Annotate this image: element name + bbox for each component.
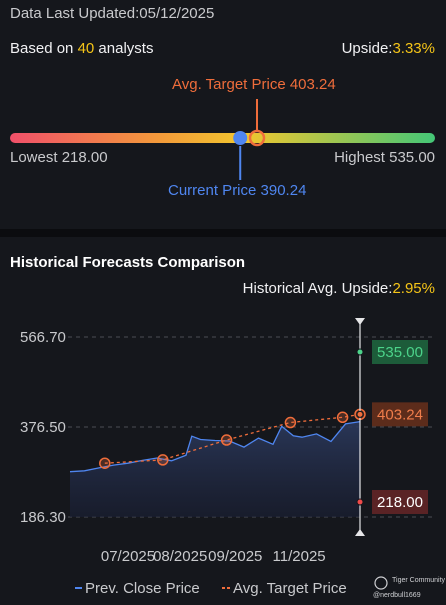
close-price-line	[69, 420, 361, 473]
watermark: Tiger Community @nerdbull1669	[373, 576, 446, 599]
avg-target-point	[99, 457, 111, 469]
lowest-label: Lowest 218.00	[10, 149, 108, 166]
end-badge-label: 535.00	[377, 344, 423, 361]
avg-target-point	[336, 411, 349, 424]
avg-target-label: Avg. Target Price 403.24	[172, 76, 336, 93]
avg-target-line	[104, 413, 361, 464]
x-tick-label: 11/2025	[273, 548, 326, 565]
current-price-label: Current Price 390.24	[168, 182, 307, 199]
target-price-marker	[248, 129, 266, 147]
forecast-bottom-arrow-icon	[355, 529, 365, 536]
upside-text: Upside:3.33%	[341, 40, 435, 57]
y-tick-label: 566.70	[20, 329, 66, 346]
end-badge	[372, 402, 428, 427]
end-badge	[372, 340, 428, 364]
section-divider	[0, 229, 446, 237]
data-updated-text: Data Last Updated:05/12/2025	[10, 5, 215, 22]
close-price-area	[70, 421, 360, 517]
legend-target-label: Avg. Target Price	[233, 580, 347, 597]
range-bar	[10, 133, 435, 143]
end-badge-label: 403.24	[377, 406, 423, 423]
upside-value: 3.33%	[392, 40, 435, 57]
end-badge-label: 218.00	[377, 494, 423, 511]
end-point	[356, 410, 364, 418]
current-price-marker	[233, 131, 248, 145]
watermark-handle: @nerdbull1669	[373, 592, 421, 599]
y-tick-label: 186.30	[20, 509, 66, 526]
tiger-logo-icon	[374, 576, 388, 590]
avg-target-point	[220, 434, 233, 446]
analyst-count-text: Based on 40 analysts	[10, 40, 154, 57]
x-tick-label: 08/2025	[153, 548, 207, 565]
legend-close-label: Prev. Close Price	[85, 580, 200, 597]
x-tick-label: 09/2025	[208, 548, 262, 565]
watermark-brand: Tiger Community	[392, 577, 446, 584]
x-tick-label: 07/2025	[101, 548, 155, 565]
end-point	[356, 498, 364, 506]
avg-target-point	[157, 454, 169, 466]
history-upside-text: Historical Avg. Upside:2.95%	[242, 280, 435, 297]
forecast-top-arrow-icon	[355, 318, 365, 325]
y-tick-label: 376.50	[20, 419, 66, 436]
history-title: Historical Forecasts Comparison	[10, 254, 246, 271]
end-badge	[372, 490, 428, 514]
history-upside-value: 2.95%	[392, 280, 435, 297]
analyst-count: 40	[77, 40, 95, 57]
chart-legend: Prev. Close Price Avg. Target Price	[75, 580, 347, 597]
avg-target-point	[284, 416, 297, 429]
end-point	[356, 348, 364, 356]
highest-label: Highest 535.00	[334, 149, 435, 166]
